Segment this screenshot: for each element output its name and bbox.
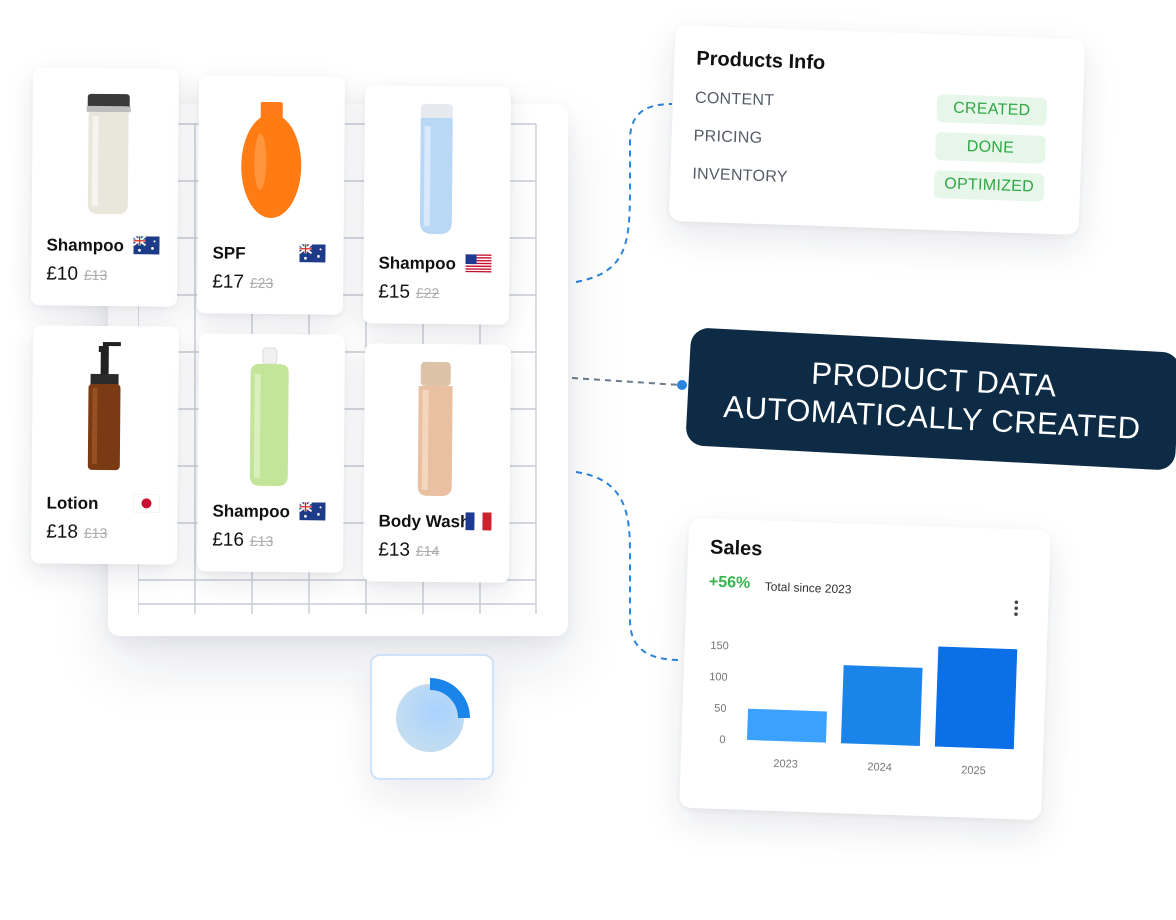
shampoo-bottle-image: [419, 103, 453, 235]
bar-2024: [840, 665, 923, 746]
sales-card: Sales +56% Total since 2023 0 50 100 150 202…: [679, 517, 1051, 821]
old-price: £13: [83, 266, 108, 284]
y-tick-label: 0: [719, 734, 726, 746]
progress-tile: [370, 654, 494, 780]
australia-flag-icon: [299, 502, 326, 521]
info-row-label: PRICING: [693, 127, 763, 148]
x-tick-label: 2024: [867, 761, 892, 774]
product-price: £16 £13: [212, 529, 273, 552]
current-price: £18: [46, 521, 79, 543]
vertical-dots-icon[interactable]: [1012, 599, 1021, 617]
x-tick-label: 2025: [961, 764, 986, 777]
japan-flag-icon: [133, 494, 160, 513]
status-badge: DONE: [934, 132, 1046, 164]
product-name: Shampoo: [212, 501, 291, 522]
info-row-label: CONTENT: [694, 89, 775, 110]
bar-2025: [934, 646, 1018, 750]
product-name: Shampoo: [378, 253, 457, 274]
product-price: £15 £22: [378, 281, 439, 304]
info-row-label: INVENTORY: [692, 165, 789, 186]
spf-bottle-image: [241, 101, 302, 218]
sales-bar-chart: 0 50 100 150 2023 2024 2025: [709, 640, 1018, 777]
status-badge: OPTIMIZED: [933, 170, 1045, 202]
product-card[interactable]: Shampoo £15 £22: [362, 85, 512, 325]
y-tick-label: 150: [710, 640, 729, 653]
france-flag-icon: [465, 512, 492, 531]
products-info-title: Products Info: [695, 47, 826, 75]
product-name: SPF: [212, 243, 246, 263]
australia-flag-icon: [133, 236, 160, 255]
progress-ring-icon: [396, 678, 470, 752]
body-wash-bottle-image: [417, 361, 453, 497]
current-price: £16: [212, 529, 245, 551]
product-name: Body Wash: [378, 511, 471, 532]
product-price: £18 £13: [46, 521, 107, 544]
current-price: £13: [378, 539, 411, 561]
product-card[interactable]: SPF £17 £23: [196, 75, 346, 315]
shampoo-bottle-image: [249, 347, 289, 487]
x-tick-label: 2023: [773, 758, 798, 771]
product-card[interactable]: Body Wash £13 £14: [362, 343, 512, 583]
status-badge: CREATED: [936, 94, 1048, 126]
product-name: Shampoo: [46, 235, 125, 256]
product-card[interactable]: Shampoo £16 £13: [196, 333, 346, 573]
old-price: £13: [249, 532, 274, 550]
product-price: £17 £23: [212, 271, 273, 294]
product-card[interactable]: Lotion £18 £13: [30, 325, 180, 565]
products-info-card: Products Info CONTENT CREATED PRICING DO…: [668, 24, 1086, 236]
product-name: Lotion: [46, 493, 99, 513]
usa-flag-icon: [465, 254, 492, 273]
old-price: £13: [83, 524, 108, 542]
current-price: £15: [378, 281, 411, 303]
old-price: £23: [249, 274, 274, 292]
product-card[interactable]: Shampoo £10 £13: [30, 67, 180, 307]
bar-2023: [746, 708, 827, 743]
shampoo-bottle-image: [86, 93, 131, 215]
old-price: £14: [415, 542, 440, 560]
australia-flag-icon: [299, 244, 326, 263]
y-tick-label: 100: [709, 671, 728, 684]
lotion-bottle-image: [87, 341, 121, 471]
y-tick-label: 50: [714, 703, 727, 715]
current-price: £10: [46, 263, 79, 285]
product-price: £10 £13: [46, 263, 107, 286]
old-price: £22: [415, 284, 440, 302]
product-price: £13 £14: [378, 539, 439, 562]
current-price: £17: [212, 271, 245, 293]
